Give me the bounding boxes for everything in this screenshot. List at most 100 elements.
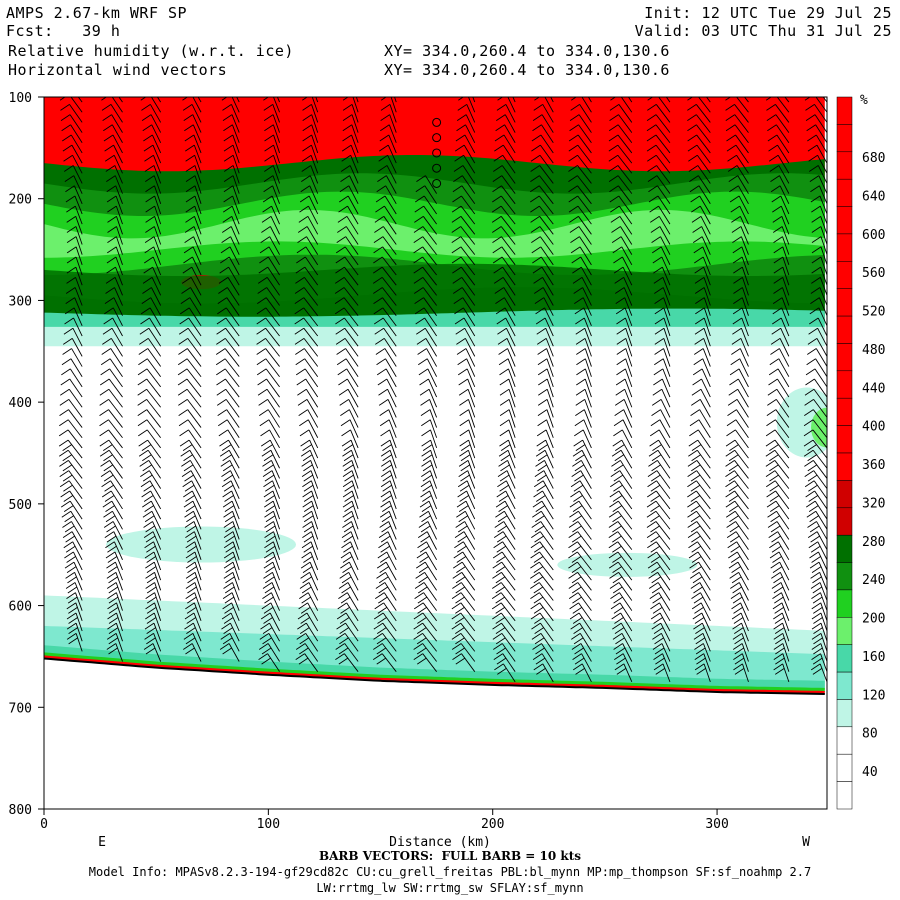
barb-flag [456,510,466,518]
wind-barb [44,243,45,245]
barb-shaft [460,633,476,652]
barb-flag [695,637,706,645]
barb-shaft [267,266,280,286]
barb-flag [491,602,502,610]
barb-flag [692,378,702,386]
wind-barb [692,226,711,245]
barb-flag [499,368,509,376]
wind-barb [452,195,476,215]
wind-barb [728,551,749,571]
barb-flag [419,388,430,396]
wind-barb [185,195,202,215]
barb-shaft [819,663,827,683]
barb-shaft [814,114,827,133]
wind-barb [413,632,437,652]
barb-shaft [775,104,790,123]
barb-shaft [44,385,45,387]
barb-flag [773,586,784,594]
barb-shaft [149,317,162,337]
barb-flag [337,602,347,610]
wind-barb [568,551,592,571]
barb-flag [184,510,194,518]
wind-barb [342,134,359,154]
barb-shaft [782,246,790,265]
barb-shaft [781,226,790,245]
barb-flag [571,586,582,594]
barb-shaft [346,602,359,622]
wind-barb [809,561,827,581]
barb-flag [25,465,34,471]
barb-shaft [44,152,45,153]
barb-flag [688,439,699,447]
barb-shaft [505,317,516,337]
barb-flag [341,586,351,594]
barb-flag [263,571,273,579]
wind-barb [103,124,123,143]
barb-flag [689,419,700,427]
barb-flag [534,297,545,305]
barb-flag [730,592,741,600]
wind-barb [532,256,554,276]
barb-flag [257,297,267,305]
wind-barb [452,571,476,591]
barb-flag [107,566,118,574]
wind-barb [532,510,554,530]
barb-flag [294,297,305,305]
barb-shaft [427,368,438,388]
barb-shaft [67,429,83,449]
wind-barb [222,490,240,510]
barb-flag [381,525,391,533]
wind-barb [377,551,397,571]
barb-shaft [351,460,359,479]
barb-flag [217,409,227,416]
barb-flag [340,551,351,559]
wind-barb [725,460,749,479]
barb-shaft [700,602,711,622]
barb-shaft [388,409,397,428]
barb-flag [654,358,664,366]
wind-barb [705,97,711,103]
barb-flag [493,154,504,162]
barb-shaft [269,622,280,642]
barb-shaft [655,124,671,144]
wind-barb [145,215,162,235]
barb-flag [456,500,467,508]
barb-shaft [191,490,202,510]
barb-shaft [269,612,280,632]
barb-flag [456,337,466,345]
wind-barb [107,226,123,245]
barb-flag [537,454,548,462]
barb-shaft [735,134,749,154]
barb-shaft [44,162,45,164]
barb-shaft [464,327,476,347]
wind-barb [65,287,83,306]
barb-flag [303,495,314,502]
wind-barb [576,358,592,377]
barb-shaft [232,144,240,164]
barb-flag [492,632,503,640]
wind-barb [415,561,438,581]
barb-shaft [699,399,711,418]
wind-barb [335,256,359,276]
barb-shaft [154,185,162,204]
barb-flag [296,632,306,640]
barb-shaft [544,460,554,479]
barb-flag [646,521,657,528]
barb-flag [809,561,820,569]
barb-flag [376,657,386,665]
barb-flag [342,449,352,457]
barb-shaft [698,185,711,205]
barb-flag [413,256,423,264]
barb-flag [568,531,578,539]
barb-flag [257,287,267,294]
barb-shaft [230,622,240,642]
wind-barb [99,388,123,408]
wind-barb [614,409,633,428]
wind-barb [337,602,359,622]
barb-shaft [819,287,827,306]
wind-barb [694,348,711,367]
barb-flag [61,368,71,376]
wind-barb [608,154,633,174]
barb-flag [499,439,509,447]
barb-flag [415,317,425,325]
